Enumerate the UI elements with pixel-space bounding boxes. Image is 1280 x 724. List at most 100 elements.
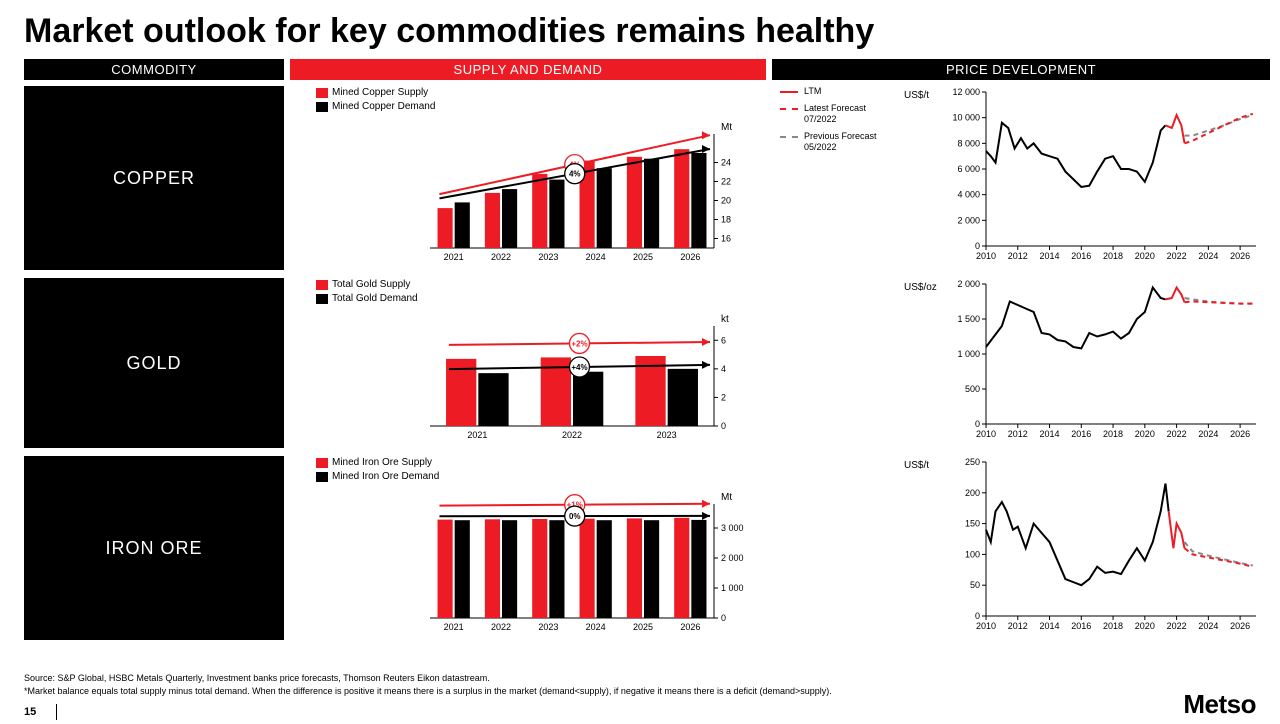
svg-text:6 000: 6 000 xyxy=(957,164,980,174)
svg-text:+2%: +2% xyxy=(571,339,587,348)
svg-text:2026: 2026 xyxy=(1230,621,1250,631)
svg-text:2010: 2010 xyxy=(976,621,996,631)
footer-notes: Source: S&P Global, HSBC Metals Quarterl… xyxy=(24,672,832,698)
svg-text:kt: kt xyxy=(721,314,729,325)
svg-text:22: 22 xyxy=(721,177,731,187)
svg-text:2016: 2016 xyxy=(1071,429,1091,439)
svg-text:1 000: 1 000 xyxy=(721,583,744,593)
svg-text:2 000: 2 000 xyxy=(957,279,980,289)
price-legend: LTM Latest Forecast 07/2022 Previous Forec… xyxy=(780,86,900,159)
page-number-divider xyxy=(56,704,57,720)
header-supply-demand: SUPPLY AND DEMAND xyxy=(290,59,766,80)
column-headers: COMMODITY SUPPLY AND DEMAND PRICE DEVELO… xyxy=(24,59,1256,80)
svg-text:2024: 2024 xyxy=(1198,251,1218,261)
svg-text:24: 24 xyxy=(721,158,731,168)
svg-text:2022: 2022 xyxy=(491,252,511,262)
sd-legend: Total Gold Supply Total Gold Demand xyxy=(316,278,418,306)
svg-text:Mt: Mt xyxy=(721,492,732,503)
price-legend-item: LTM xyxy=(780,86,900,97)
price-chart: US$/oz05001 0001 5002 000201020122014201… xyxy=(772,278,1270,448)
slide-title: Market outlook for key commodities remai… xyxy=(24,12,1256,51)
brand-logo: Metso xyxy=(1183,689,1256,720)
svg-text:2026: 2026 xyxy=(680,252,700,262)
svg-text:2012: 2012 xyxy=(1008,429,1028,439)
footer-source: Source: S&P Global, HSBC Metals Quarterl… xyxy=(24,672,832,685)
commodity-row: IRON ORE Mined Iron Ore Supply Mined Iron… xyxy=(24,456,1270,640)
commodity-label: COPPER xyxy=(24,86,284,270)
svg-text:2025: 2025 xyxy=(633,252,653,262)
svg-text:0: 0 xyxy=(975,241,980,251)
supply-demand-chart: Mined Copper Supply Mined Copper Demand 1… xyxy=(290,86,766,270)
price-unit: US$/oz xyxy=(904,282,937,293)
svg-text:20: 20 xyxy=(721,196,731,206)
price-legend-item: Latest Forecast 07/2022 xyxy=(780,103,900,125)
svg-text:0: 0 xyxy=(975,611,980,621)
legend-supply: Mined Copper Supply xyxy=(316,86,435,100)
svg-text:+4%: +4% xyxy=(571,363,587,372)
svg-text:2016: 2016 xyxy=(1071,621,1091,631)
svg-text:2014: 2014 xyxy=(1040,621,1060,631)
svg-text:150: 150 xyxy=(965,519,980,529)
svg-text:2018: 2018 xyxy=(1103,621,1123,631)
svg-text:1 500: 1 500 xyxy=(957,314,980,324)
svg-text:10 000: 10 000 xyxy=(952,113,980,123)
svg-text:2022: 2022 xyxy=(562,430,582,440)
svg-text:2024: 2024 xyxy=(1198,621,1218,631)
svg-text:2022: 2022 xyxy=(1167,621,1187,631)
svg-text:2023: 2023 xyxy=(538,252,558,262)
commodity-label: GOLD xyxy=(24,278,284,448)
svg-text:12 000: 12 000 xyxy=(952,87,980,97)
price-legend-item: Previous Forecast 05/2022 xyxy=(780,131,900,153)
price-chart: US$/t05010015020025020102012201420162018… xyxy=(772,456,1270,640)
svg-text:2: 2 xyxy=(721,392,726,402)
svg-text:2022: 2022 xyxy=(1167,251,1187,261)
svg-text:200: 200 xyxy=(965,488,980,498)
legend-demand: Mined Iron Ore Demand xyxy=(316,470,439,484)
svg-text:2012: 2012 xyxy=(1008,251,1028,261)
svg-text:2 000: 2 000 xyxy=(721,553,744,563)
svg-text:2014: 2014 xyxy=(1040,251,1060,261)
legend-demand: Total Gold Demand xyxy=(316,292,418,306)
svg-text:0%: 0% xyxy=(569,512,581,521)
header-commodity: COMMODITY xyxy=(24,59,284,80)
legend-supply: Mined Iron Ore Supply xyxy=(316,456,439,470)
svg-text:2 000: 2 000 xyxy=(957,215,980,225)
svg-text:1 000: 1 000 xyxy=(957,349,980,359)
legend-supply: Total Gold Supply xyxy=(316,278,418,292)
legend-demand: Mined Copper Demand xyxy=(316,100,435,114)
svg-text:2020: 2020 xyxy=(1135,621,1155,631)
svg-text:2010: 2010 xyxy=(976,429,996,439)
page-number: 15 xyxy=(24,706,36,718)
svg-text:250: 250 xyxy=(965,457,980,467)
price-unit: US$/t xyxy=(904,90,929,101)
price-unit: US$/t xyxy=(904,460,929,471)
svg-text:4%: 4% xyxy=(569,170,581,179)
svg-text:2021: 2021 xyxy=(444,622,464,632)
footer-note: *Market balance equals total supply minu… xyxy=(24,685,832,698)
svg-text:2024: 2024 xyxy=(586,252,606,262)
sd-legend: Mined Iron Ore Supply Mined Iron Ore Dem… xyxy=(316,456,439,484)
svg-text:18: 18 xyxy=(721,215,731,225)
svg-text:4: 4 xyxy=(721,364,726,374)
svg-text:100: 100 xyxy=(965,549,980,559)
svg-text:2022: 2022 xyxy=(491,622,511,632)
sd-legend: Mined Copper Supply Mined Copper Demand xyxy=(316,86,435,114)
svg-text:0: 0 xyxy=(721,613,726,623)
svg-text:2016: 2016 xyxy=(1071,251,1091,261)
svg-text:2020: 2020 xyxy=(1135,251,1155,261)
svg-text:500: 500 xyxy=(965,384,980,394)
commodity-row: COPPERMined Copper Supply Mined Copper D… xyxy=(24,86,1270,270)
svg-text:2023: 2023 xyxy=(538,622,558,632)
svg-text:2021: 2021 xyxy=(444,252,464,262)
svg-text:6: 6 xyxy=(721,335,726,345)
svg-text:Mt: Mt xyxy=(721,122,732,133)
supply-demand-chart: Mined Iron Ore Supply Mined Iron Ore Dem… xyxy=(290,456,766,640)
svg-text:16: 16 xyxy=(721,234,731,244)
svg-text:2021: 2021 xyxy=(467,430,487,440)
svg-text:2026: 2026 xyxy=(680,622,700,632)
svg-text:0: 0 xyxy=(721,421,726,431)
commodity-label: IRON ORE xyxy=(24,456,284,640)
svg-text:2022: 2022 xyxy=(1167,429,1187,439)
svg-text:3 000: 3 000 xyxy=(721,523,744,533)
svg-text:0: 0 xyxy=(975,419,980,429)
